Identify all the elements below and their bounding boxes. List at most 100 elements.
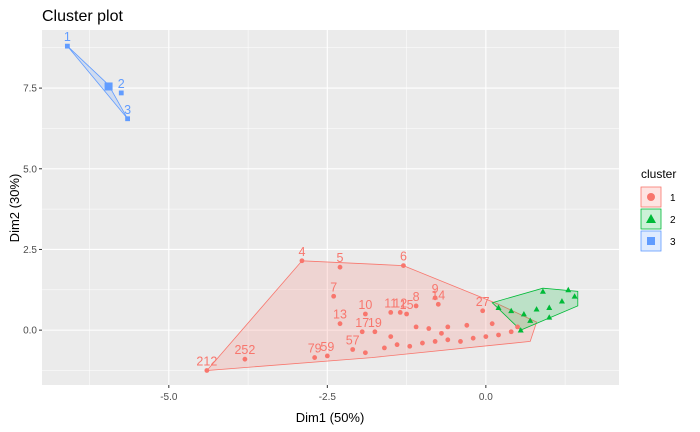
data-point-cluster-1	[324, 353, 330, 359]
data-point-cluster-2	[546, 304, 553, 310]
data-point-cluster-1	[496, 332, 501, 338]
data-point-cluster-1	[464, 322, 470, 328]
legend-symbol-1	[647, 193, 655, 201]
grid-lines	[42, 30, 619, 385]
data-point-label: 4	[298, 245, 305, 259]
data-point-cluster-1	[337, 321, 343, 327]
legend-label-1: 1	[670, 193, 676, 204]
y-tick-label: 2.5	[23, 245, 37, 256]
data-point-label: 9	[432, 282, 439, 296]
data-point-cluster-1	[204, 368, 210, 373]
data-point-cluster-1	[508, 329, 514, 335]
legend-symbol-2	[646, 214, 656, 223]
data-point-label: 13	[333, 308, 347, 322]
data-point-cluster-2	[527, 317, 534, 323]
legend-label-2: 2	[670, 215, 676, 226]
data-point-cluster-1	[404, 311, 409, 317]
x-tick-label: -2.5	[319, 392, 337, 403]
data-point-label: 57	[346, 334, 360, 348]
data-point-cluster-1	[242, 356, 248, 362]
data-point-cluster-1	[407, 343, 413, 349]
data-point-cluster-2	[565, 286, 572, 293]
data-point-cluster-1	[445, 324, 451, 330]
cluster-center-3	[104, 82, 113, 91]
data-point-cluster-1	[337, 264, 343, 270]
data-point-cluster-1	[458, 339, 463, 344]
data-point-cluster-1	[362, 350, 368, 356]
data-point-cluster-1	[413, 303, 419, 309]
data-point-cluster-1	[432, 295, 438, 301]
data-point-label: 252	[234, 343, 255, 357]
data-point-label: 212	[196, 354, 217, 368]
data-point-label: 11	[384, 296, 397, 310]
data-point-cluster-1	[413, 324, 419, 330]
data-point-label: 19	[368, 316, 382, 330]
data-point-label: 27	[476, 295, 490, 309]
y-tick-label: 7.5	[23, 84, 37, 95]
legend-label-3: 3	[670, 237, 676, 248]
data-point-cluster-2	[558, 298, 565, 304]
data-point-cluster-1	[381, 345, 387, 351]
cluster-points	[64, 43, 578, 373]
x-axis-title: Dim1 (50%)	[296, 410, 365, 425]
x-tick-label: -5.0	[160, 392, 178, 403]
data-point-label: 8	[413, 290, 420, 304]
data-point-cluster-1	[401, 263, 406, 268]
x-tick-label: 0.0	[479, 392, 493, 403]
legend-symbol-3	[647, 237, 655, 245]
data-point-cluster-1	[299, 258, 305, 264]
data-point-cluster-2	[546, 314, 553, 320]
data-point-cluster-3	[118, 90, 124, 96]
x-axis-ticks: -5.0 -2.5 0.0	[160, 385, 493, 403]
data-point-label: 3	[124, 103, 131, 117]
y-axis-title: Dim2 (30%)	[7, 174, 22, 243]
data-point-cluster-1	[331, 293, 337, 299]
cluster-hull-1	[205, 260, 538, 371]
data-point-cluster-1	[397, 309, 403, 315]
data-point-cluster-1	[489, 321, 495, 327]
data-point-cluster-1	[515, 324, 520, 330]
data-point-cluster-2	[539, 288, 546, 294]
data-point-cluster-1	[359, 329, 365, 335]
legend: cluster 1 2 3	[640, 167, 676, 252]
data-point-cluster-1	[394, 342, 400, 348]
data-point-cluster-3	[125, 116, 130, 122]
plot-panel	[42, 30, 619, 385]
data-point-cluster-2	[495, 304, 502, 310]
data-point-cluster-2	[508, 307, 515, 314]
data-point-cluster-2	[520, 311, 527, 317]
data-point-label: 79	[308, 342, 322, 356]
data-point-cluster-1	[312, 355, 318, 360]
data-point-label: 5	[337, 251, 344, 265]
chart-title: Cluster plot	[42, 8, 123, 25]
cluster-hull-3	[67, 45, 128, 120]
data-point-label: 6	[400, 250, 407, 264]
y-tick-label: 0.0	[23, 326, 37, 337]
data-point-cluster-1	[362, 311, 368, 317]
data-point-cluster-3	[64, 43, 70, 49]
data-point-label: 14	[431, 288, 445, 302]
data-point-label: 10	[358, 298, 372, 312]
data-point-label: 59	[320, 340, 334, 354]
y-axis-ticks: 0.0 2.5 5.0 7.5	[23, 84, 42, 337]
data-point-cluster-1	[470, 335, 476, 341]
data-point-cluster-1	[445, 337, 451, 343]
data-point-cluster-1	[435, 301, 441, 307]
legend-title: cluster	[641, 167, 676, 181]
data-point-label: 1	[64, 30, 71, 44]
data-point-label: 12	[393, 296, 407, 310]
data-point-cluster-2	[571, 293, 578, 299]
data-point-cluster-1	[350, 347, 356, 352]
data-point-label: 17	[355, 316, 369, 330]
data-point-cluster-1	[439, 330, 444, 336]
data-point-cluster-2	[517, 327, 524, 333]
data-point-label: 2	[118, 77, 125, 91]
data-point-label: 7	[330, 280, 337, 294]
data-point-cluster-1	[388, 309, 394, 315]
data-point-cluster-1	[483, 334, 489, 339]
data-point-cluster-1	[388, 334, 394, 339]
data-point-cluster-1	[432, 339, 438, 344]
data-point-cluster-2	[533, 306, 540, 312]
